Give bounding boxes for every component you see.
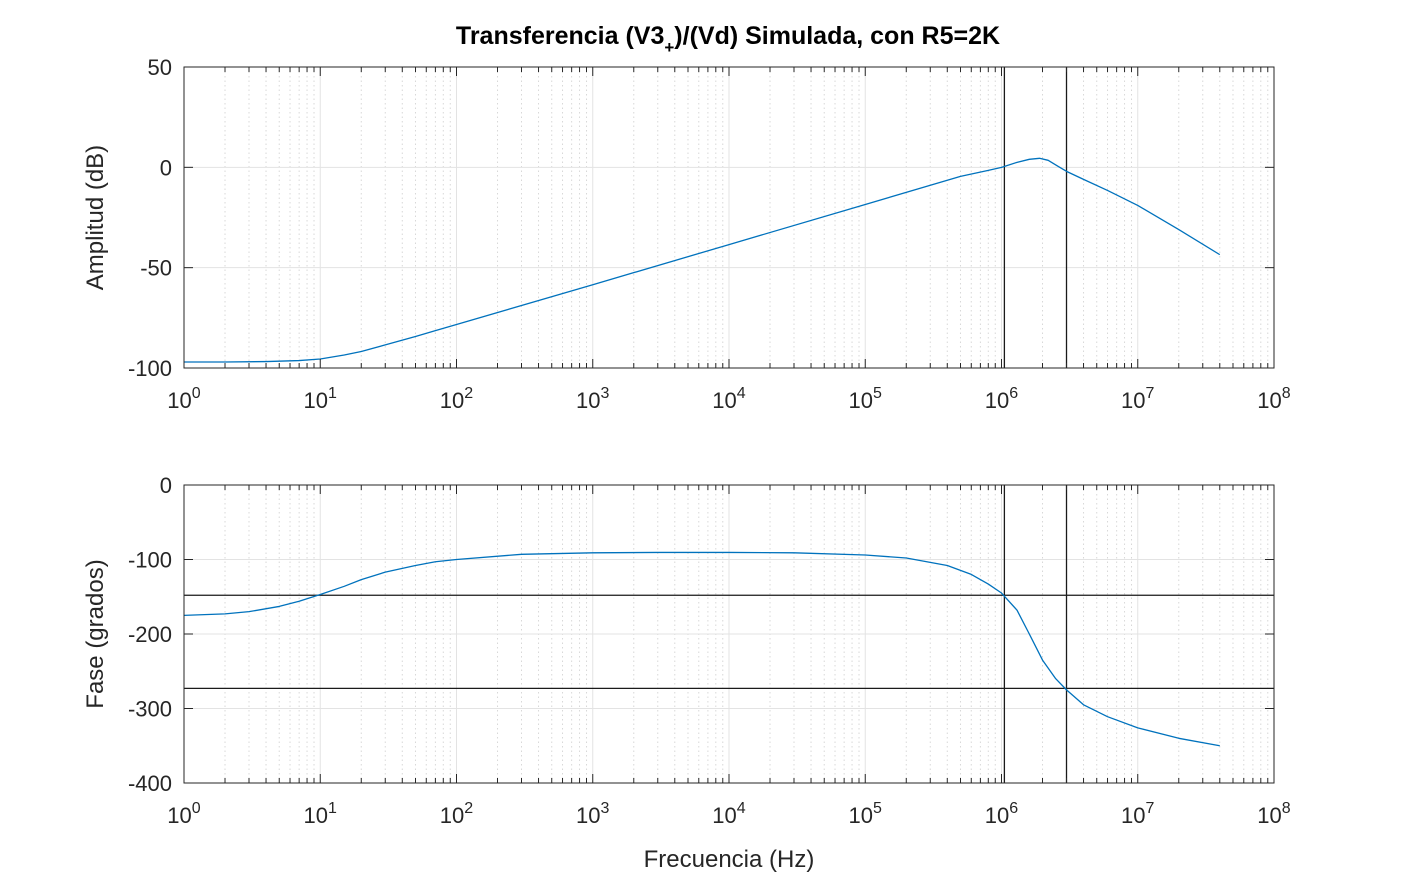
y-tick-label: -200 xyxy=(128,622,172,647)
x-tick-label: 103 xyxy=(576,385,609,413)
x-tick-label: 108 xyxy=(1257,385,1290,413)
x-tick-label: 104 xyxy=(712,385,745,413)
y-tick-label: -100 xyxy=(128,548,172,573)
y-tick-label: 0 xyxy=(160,473,172,498)
y-tick-label: -50 xyxy=(140,256,172,281)
x-tick-label: 102 xyxy=(440,385,473,413)
y-tick-label: 0 xyxy=(160,155,172,180)
title-subscript: + xyxy=(664,38,674,57)
x-tick-label: 100 xyxy=(167,385,200,413)
x-tick-label: 108 xyxy=(1257,800,1290,828)
x-tick-label: 101 xyxy=(304,800,337,828)
x-tick-label: 107 xyxy=(1121,385,1154,413)
title-main: Transferencia (V3 xyxy=(456,22,664,50)
x-tick-label: 103 xyxy=(576,800,609,828)
x-tick-label: 106 xyxy=(985,800,1018,828)
x-axis-label: Frecuencia (Hz) xyxy=(644,846,815,873)
phase-plot: 100 101 102 103 104 105 106 107 108 0 -100 -200 -300… xyxy=(82,473,1291,873)
x-tick-label: 105 xyxy=(849,385,882,413)
y-tick-label: -400 xyxy=(128,771,172,796)
y-tick-label: -300 xyxy=(128,697,172,722)
x-tick-label: 107 xyxy=(1121,800,1154,828)
x-tick-label: 104 xyxy=(712,800,745,828)
x-tick-label: 101 xyxy=(304,385,337,413)
y-axis-label: Fase (grados) xyxy=(82,559,109,708)
y-axis-label: Amplitud (dB) xyxy=(82,145,109,290)
title-rest: )/(Vd) Simulada, con R5=2K xyxy=(674,22,1000,50)
x-tick-label: 105 xyxy=(849,800,882,828)
chart-title: Transferencia (V3+)/(Vd) Simulada, con R… xyxy=(456,22,1000,57)
y-tick-label: -100 xyxy=(128,356,172,381)
amplitude-plot: 100 101 102 103 104 105 106 107 108 50 0 -50 -100 Amp… xyxy=(82,55,1291,413)
x-tick-label: 100 xyxy=(167,800,200,828)
x-tick-label: 102 xyxy=(440,800,473,828)
data-series-line xyxy=(184,157,1221,363)
data-series-line xyxy=(183,551,1220,747)
x-tick-label: 106 xyxy=(985,385,1018,413)
y-tick-label: 50 xyxy=(148,55,172,80)
